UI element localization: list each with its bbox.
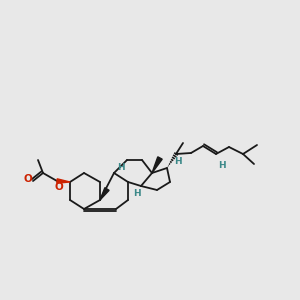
Text: O: O xyxy=(55,182,63,192)
Text: H: H xyxy=(218,160,226,169)
Text: O: O xyxy=(24,174,32,184)
Text: H: H xyxy=(133,188,141,197)
Polygon shape xyxy=(100,188,109,200)
Polygon shape xyxy=(57,179,70,183)
Text: H: H xyxy=(174,158,182,166)
Polygon shape xyxy=(152,157,162,173)
Text: H: H xyxy=(117,164,125,172)
